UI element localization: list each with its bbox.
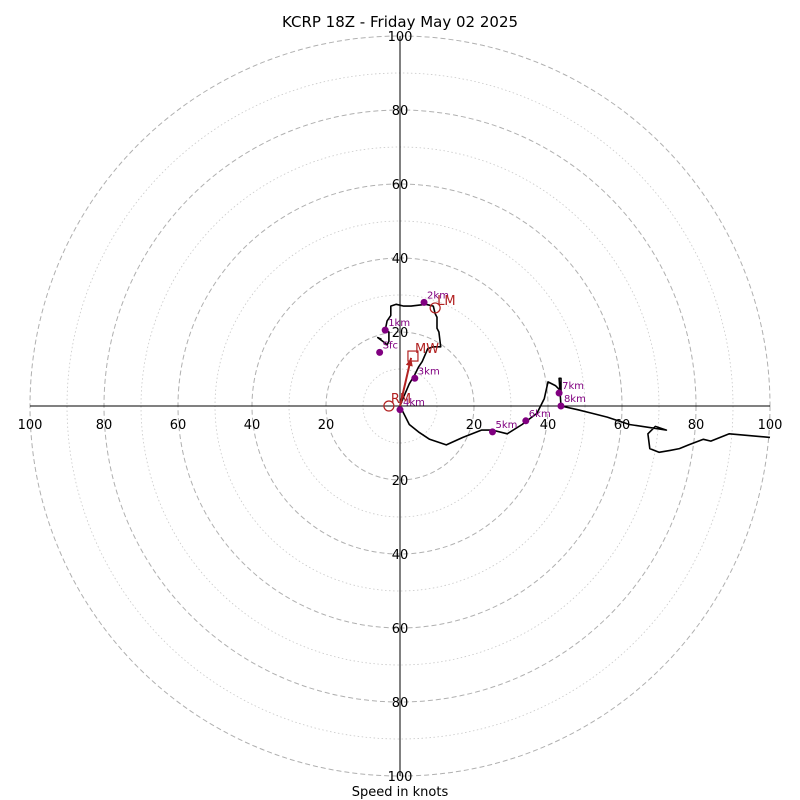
storm-motion-marker <box>407 350 419 362</box>
x-tick-label: 20 <box>466 418 483 433</box>
x-tick-label: 80 <box>96 418 113 433</box>
height-marker-label: 7km <box>562 381 584 392</box>
shear-vector <box>399 357 413 407</box>
x-axis-label: Speed in knots <box>352 785 449 800</box>
x-tick-label: 40 <box>244 418 261 433</box>
shear-vector-arrowhead <box>405 357 413 367</box>
height-marker-point <box>555 389 563 397</box>
height-marker-label: Sfc <box>383 340 398 351</box>
y-tick-label: 100 <box>388 770 413 785</box>
y-tick-label: 20 <box>392 326 409 341</box>
y-tick-label: 20 <box>392 474 409 489</box>
y-tick-label: 80 <box>392 104 409 119</box>
height-marker-label: 1km <box>388 318 410 329</box>
height-marker-point <box>381 326 389 334</box>
storm-motion-marker <box>383 400 395 412</box>
x-tick-label: 60 <box>170 418 187 433</box>
height-marker-point <box>376 348 384 356</box>
height-marker-point <box>396 406 404 414</box>
height-marker-point <box>557 402 565 410</box>
height-marker-label: 4km <box>403 398 425 409</box>
y-tick-label: 60 <box>392 622 409 637</box>
height-marker-label: 5km <box>496 420 518 431</box>
storm-motion-label: RM <box>391 392 411 407</box>
height-marker-label: 2km <box>427 290 449 301</box>
height-marker-point <box>489 428 496 436</box>
y-tick-label: 60 <box>392 178 409 193</box>
storm-motion-label: LM <box>437 294 455 309</box>
y-tick-label: 80 <box>392 696 409 711</box>
x-tick-label: 100 <box>18 418 43 433</box>
height-marker-point <box>411 374 419 382</box>
x-tick-label: 100 <box>758 418 783 433</box>
storm-motion-markers: LM MW RM <box>383 294 456 412</box>
y-tick-label: 40 <box>392 252 409 267</box>
x-tick-label: 20 <box>318 418 335 433</box>
x-tick-label: 80 <box>688 418 705 433</box>
chart-title: KCRP 18Z - Friday May 02 2025 <box>282 13 518 31</box>
height-marker-label: 6km <box>529 409 551 420</box>
x-tick-label: 60 <box>614 418 631 433</box>
y-tick-label: 40 <box>392 548 409 563</box>
hodograph-trace-group <box>376 303 771 454</box>
height-marker-point <box>522 417 530 425</box>
x-tick-label: 40 <box>540 418 557 433</box>
hodograph-trace <box>376 303 771 454</box>
height-marker-label: 8km <box>564 394 586 405</box>
tick-labels: 100 100 80 80 60 60 40 40 20 20 20 20 40 40 60 60 80 80 10… <box>18 30 783 785</box>
storm-motion-marker <box>429 302 441 314</box>
y-tick-label: 100 <box>388 30 413 45</box>
height-marker-label: 3km <box>418 366 440 377</box>
height-markers: Sfc 1km 2km 3km 4km 5km 6km 7km 8km <box>376 290 586 436</box>
storm-motion-label: MW <box>415 342 439 357</box>
height-marker-point <box>420 298 428 306</box>
